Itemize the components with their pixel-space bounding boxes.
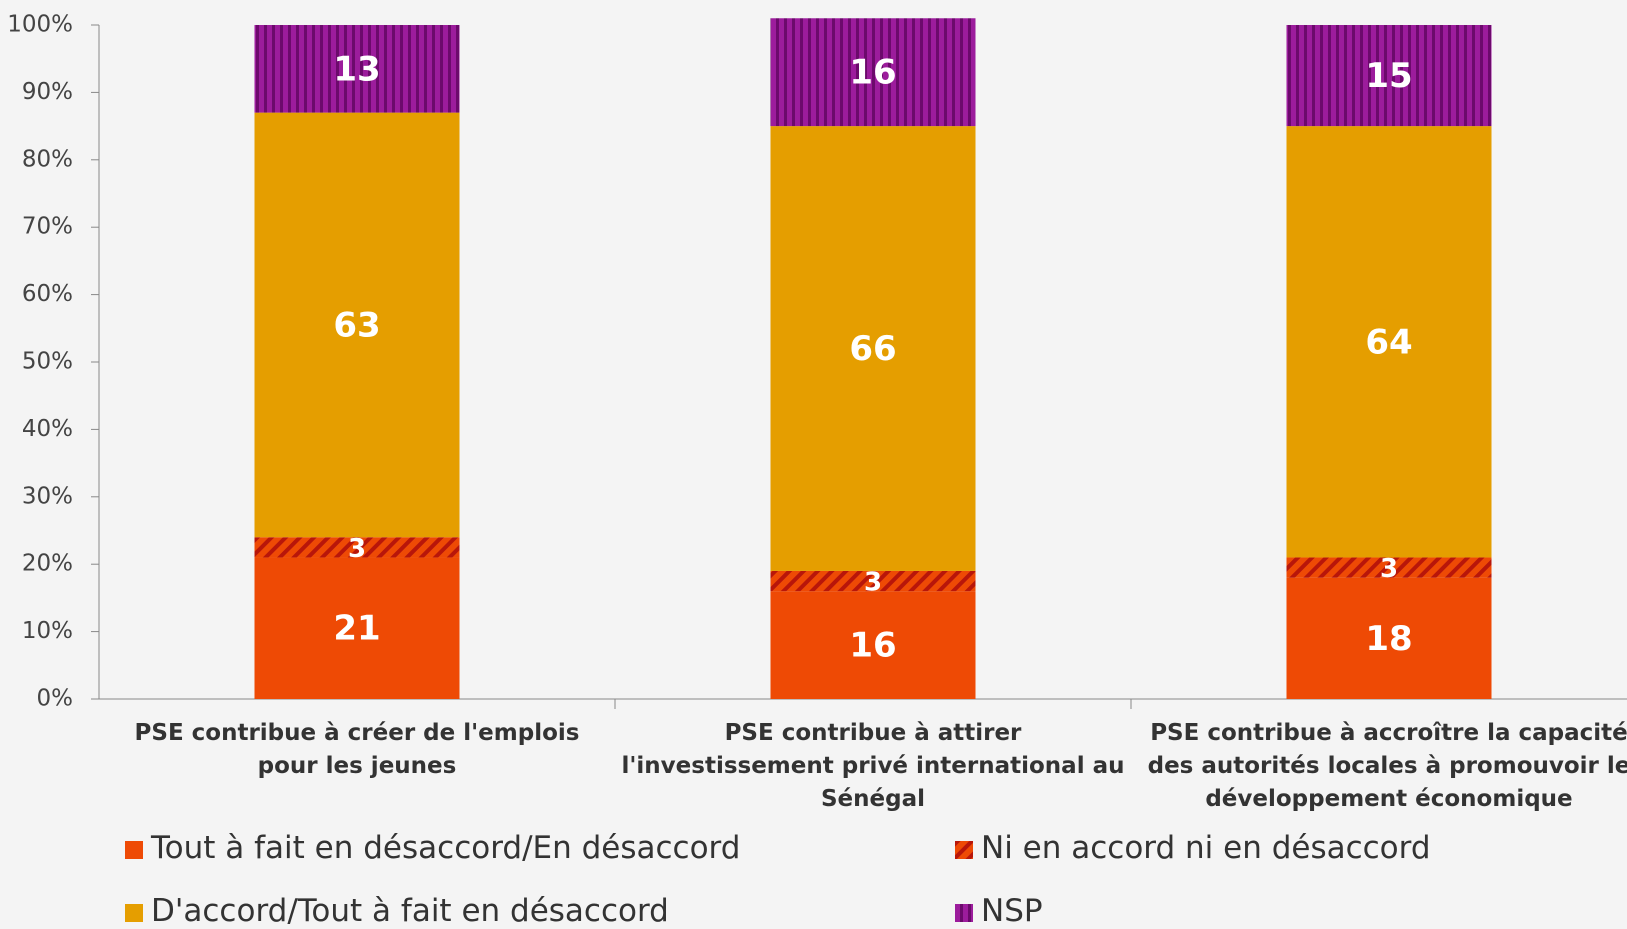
y-tick-label: 90%	[22, 79, 73, 105]
y-tick-label: 40%	[22, 416, 73, 442]
y-tick-label: 10%	[22, 618, 73, 644]
value-label: 16	[849, 53, 896, 93]
bar-segment	[770, 18, 976, 127]
y-tick-label: 100%	[7, 12, 73, 38]
y-tick-label: 60%	[22, 281, 73, 307]
y-tick-label: 30%	[22, 483, 73, 509]
y-tick-label: 0%	[37, 686, 74, 712]
legend-swatch	[955, 841, 973, 859]
bar-segment	[770, 126, 976, 571]
legend-swatch	[125, 904, 143, 922]
legend-swatch	[955, 904, 973, 922]
value-label: 63	[333, 305, 380, 345]
value-label: 64	[1365, 322, 1412, 362]
y-tick-label: 50%	[22, 349, 73, 375]
value-label: 3	[1380, 554, 1398, 584]
category-label: PSE contribue à accroître la capacité de…	[1147, 720, 1627, 812]
value-label: 15	[1365, 56, 1412, 96]
bar-segment	[1286, 577, 1492, 699]
legend-label: NSP	[981, 893, 1043, 929]
bar-segment	[770, 591, 976, 699]
bar-segment	[254, 25, 460, 113]
bar-segment	[770, 570, 976, 592]
legend-label: Ni en accord ni en désaccord	[981, 830, 1431, 866]
value-label: 16	[849, 626, 896, 666]
bar-segment	[1286, 557, 1492, 578]
bar-segment	[254, 537, 460, 558]
y-tick-label: 80%	[22, 146, 73, 172]
value-label: 66	[849, 329, 896, 369]
legend-label: D'accord/Tout à fait en désaccord	[151, 893, 669, 929]
legend-swatch	[125, 841, 143, 859]
y-tick-label: 20%	[22, 551, 73, 577]
category-label: PSE contribue à attirer l'investissement…	[621, 720, 1125, 812]
bar-segment	[254, 557, 460, 699]
value-label: 13	[333, 49, 380, 89]
value-label: 21	[333, 609, 380, 649]
y-tick-label: 70%	[22, 214, 73, 240]
value-label: 18	[1365, 619, 1412, 659]
category-label: PSE contribue à créer de l'emplois pour …	[134, 720, 580, 779]
legend-label: Tout à fait en désaccord/En désaccord	[151, 830, 741, 866]
bar-segment	[254, 112, 460, 538]
bar-segment	[1286, 25, 1492, 127]
value-label: 3	[348, 534, 366, 564]
bar-segment	[1286, 126, 1492, 558]
value-label: 3	[864, 568, 882, 598]
